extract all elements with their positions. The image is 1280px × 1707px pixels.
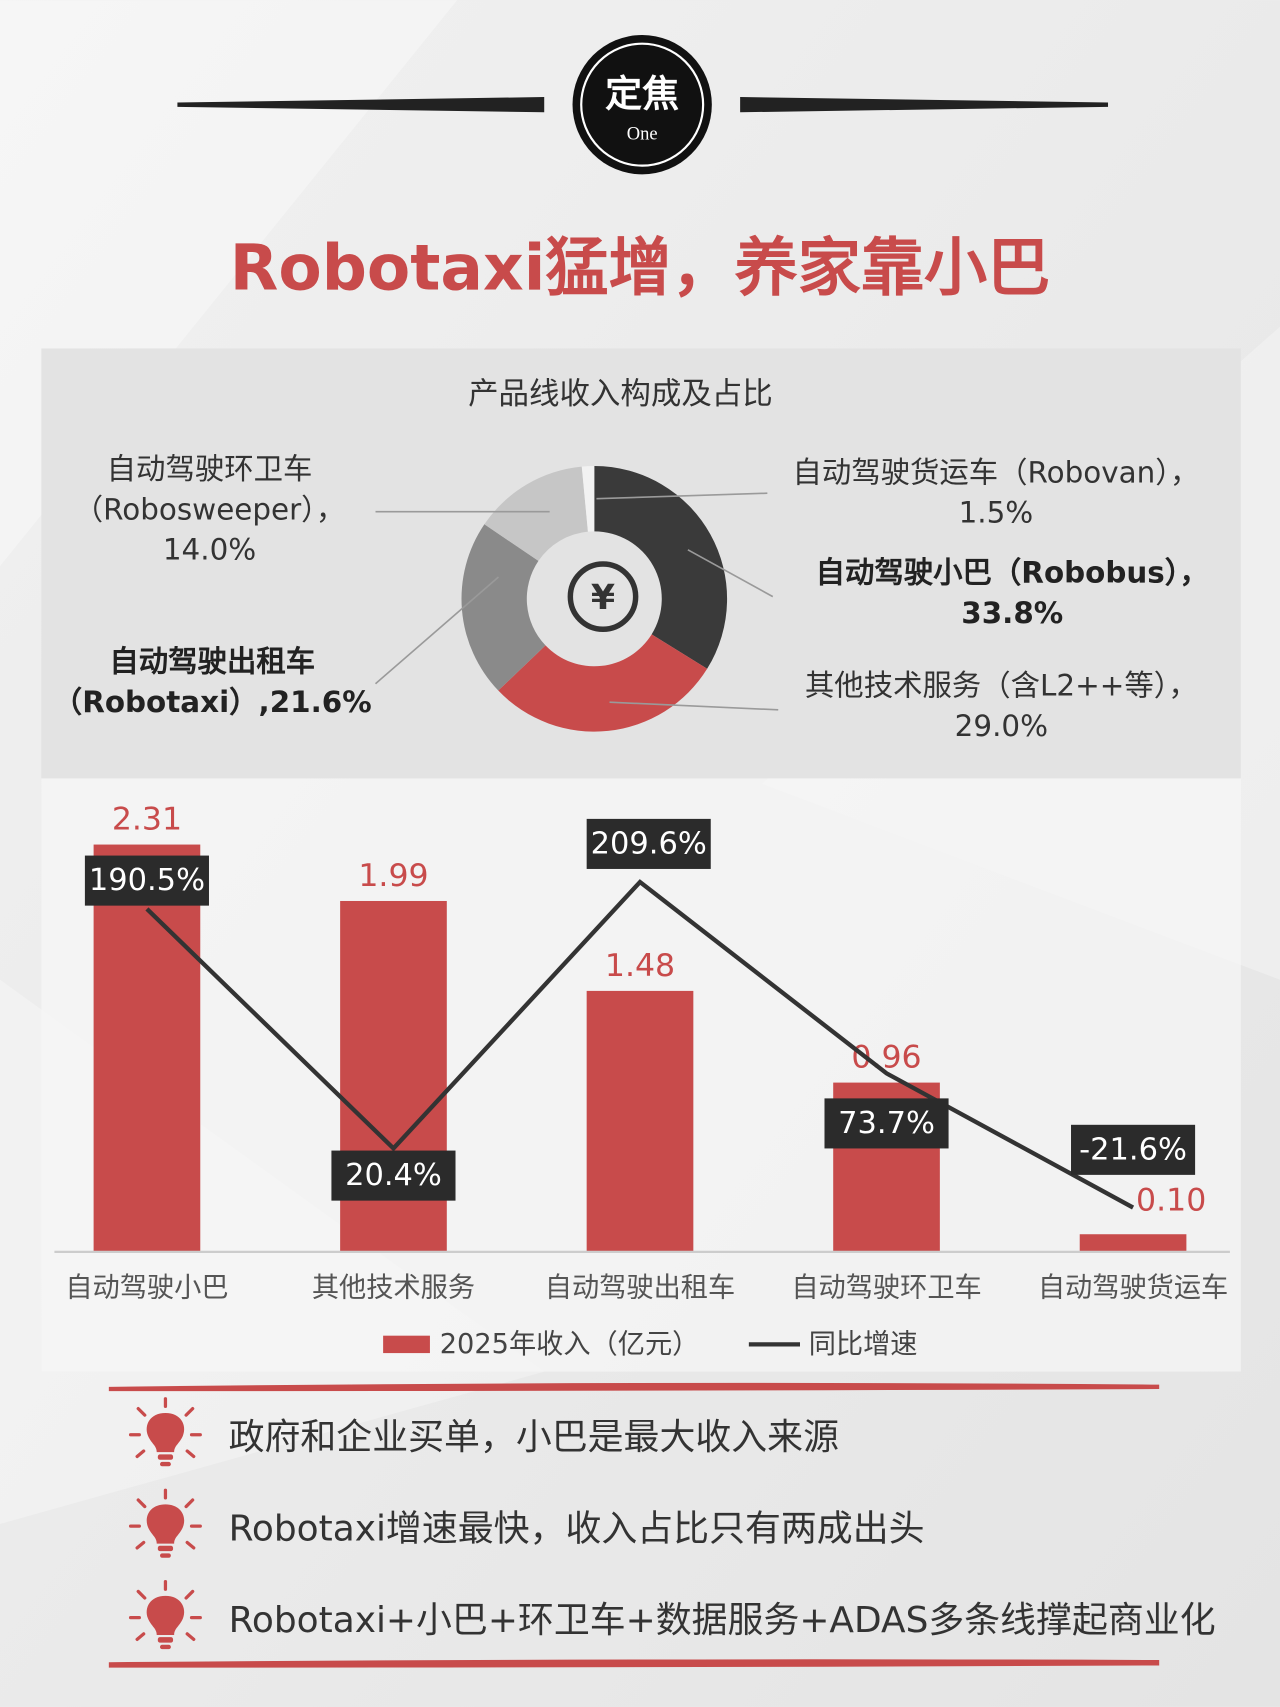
badge (572, 34, 712, 175)
bar (1079, 1234, 1187, 1252)
pie-value: 1.5% (958, 496, 1034, 531)
leader-line (609, 701, 779, 711)
pie-value: 14.0% (162, 533, 257, 568)
bar-value-label: 1.48 (605, 948, 675, 984)
line-value-label: 190.5% (89, 863, 205, 898)
bullet-text: Robotaxi+小巴+环卫车+数据服务+ADAS多条线撑起商业化 (229, 1600, 1216, 1641)
header-rule (740, 97, 1109, 113)
bar-value-label: 0.96 (851, 1040, 921, 1076)
line-label-box (331, 1150, 456, 1201)
pie-title: 产品线收入构成及占比 (468, 377, 773, 412)
yen-icon (567, 561, 639, 633)
pie-label: 其他技术服务（含L2++等）， 29.0% (762, 666, 1241, 747)
line-label-box (586, 818, 711, 869)
pie-label: 自动驾驶货运车（Robovan）， 1.5% (762, 453, 1230, 534)
pie-value: 21.6% (269, 685, 372, 720)
pie-slice (484, 466, 588, 561)
combo-chart: 自动驾驶小巴 其他技术服务 自动驾驶出租车 自动驾驶环卫车 自动驾驶货运车 2.31 1.9… (65, 802, 1228, 1360)
pie-category: 其他技术服务（含L2++等）， (804, 669, 1198, 704)
line-series (145, 879, 1135, 1210)
pie-slice (594, 466, 728, 669)
bullet-text: 政府和企业买单，小巴是最大收入来源 (229, 1417, 839, 1458)
pie-label-box: 自动驾驶环卫车（Robosweeper）， 14.0% (65, 450, 353, 571)
pie-label-box: 其他技术服务（含L2++等）， 29.0% (762, 666, 1241, 747)
pie-value: 33.8% (961, 596, 1064, 631)
legend-label: 同比增速 (809, 1329, 918, 1360)
legend-swatch (383, 1335, 430, 1354)
bar (93, 844, 201, 1252)
badge-sub: One (627, 124, 658, 144)
pie-labels: 自动驾驶小巴（Robobus）， 33.8% 其他技术服务（含L2++等）， 29.0… (44, 450, 1241, 747)
line-value-label: 73.7% (838, 1106, 935, 1141)
bullet-text: Robotaxi增速最快，收入占比只有两成出头 (229, 1509, 925, 1550)
bar-value-label: 2.31 (112, 802, 182, 838)
x-tick-label: 自动驾驶环卫车 (791, 1272, 981, 1303)
pie-slice (461, 524, 546, 691)
header-rule (177, 97, 545, 113)
leader-line (687, 549, 774, 598)
bar-value-label: 1.99 (358, 858, 428, 894)
line-value-label: -21.6% (1079, 1132, 1187, 1167)
pie-label-box: 自动驾驶出租车（Robotaxi）,21.6% (44, 642, 381, 723)
pie-slice (581, 466, 595, 532)
pie-category: 自动驾驶货运车（Robovan）， (792, 456, 1200, 490)
yen-symbol: ¥ (591, 578, 615, 618)
pie-label-box: 自动驾驶小巴（Robobus）， 33.8% (784, 553, 1241, 634)
leader-line (596, 492, 768, 500)
line-label-box (824, 1098, 949, 1149)
pie-category: 自动驾驶小巴（Robobus）， (815, 556, 1209, 591)
pie-slice (498, 634, 708, 732)
pie-label: 自动驾驶出租车（Robotaxi）,21.6% (44, 642, 381, 723)
badge-title: 定焦 (605, 72, 679, 115)
x-tick-label: 自动驾驶货运车 (1038, 1272, 1228, 1303)
line-value-label: 20.4% (345, 1158, 442, 1193)
leader-line (374, 576, 500, 685)
title: Robotaxi猛增，养家靠小巴 (230, 230, 1050, 304)
pie-category: 自动驾驶出租车（Robotaxi）, (52, 645, 316, 720)
line-label-box (84, 855, 209, 906)
bar (586, 990, 694, 1252)
line-label-box (1071, 1124, 1196, 1175)
bar-value-label: 0.10 (1136, 1183, 1206, 1219)
pie-label: 自动驾驶小巴（Robobus）， 33.8% (784, 553, 1241, 634)
divider (108, 1382, 1160, 1392)
legend-label: 2025年收入（亿元） (440, 1329, 700, 1360)
x-tick-label: 自动驾驶出租车 (545, 1272, 735, 1303)
x-tick-label: 其他技术服务 (312, 1272, 475, 1303)
line-value-label: 209.6% (591, 827, 707, 862)
pie-label-box: 自动驾驶货运车（Robovan）， 1.5% (762, 453, 1230, 534)
x-tick-label: 自动驾驶小巴 (65, 1272, 228, 1303)
badge-ring (580, 42, 705, 167)
divider (108, 1659, 1160, 1668)
pie-category: 自动驾驶环卫车（Robosweeper）， (73, 452, 346, 527)
pie-value: 29.0% (954, 709, 1049, 744)
pie (461, 466, 728, 732)
pie-label: 自动驾驶环卫车（Robosweeper）， 14.0% (65, 450, 353, 571)
